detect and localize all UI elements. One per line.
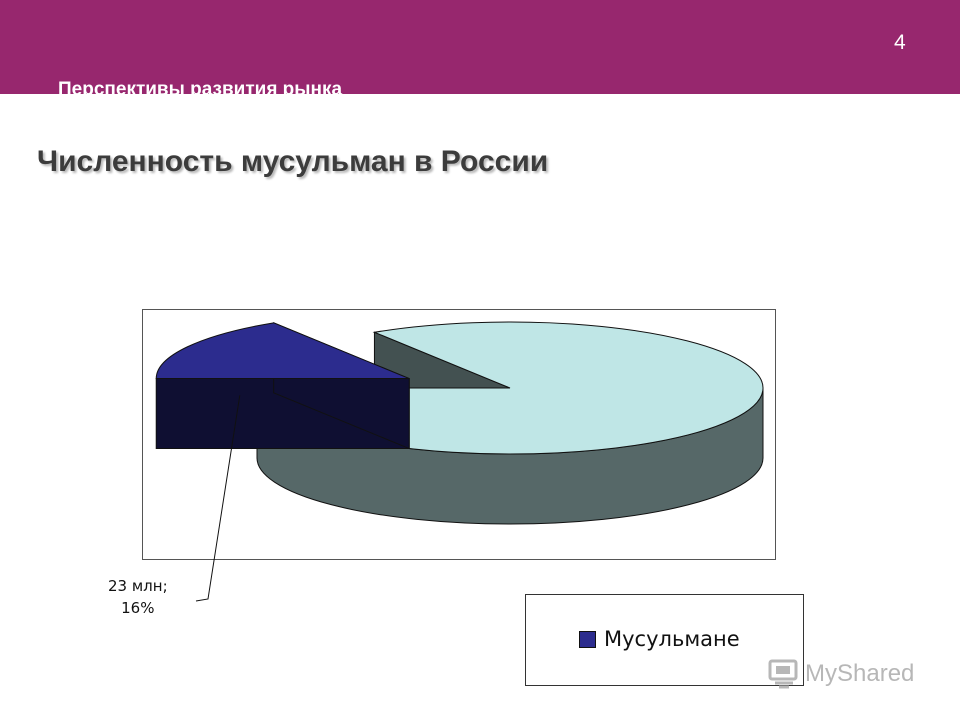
slice-value-label: 23 млн; xyxy=(108,577,168,595)
watermark: MyShared xyxy=(767,656,927,696)
slice-data-label: 23 млн; 16% xyxy=(108,575,168,619)
pie-slice-0-top xyxy=(155,322,410,380)
slide-title: Численность мусульман в России xyxy=(37,145,549,178)
chart-legend: Мусульмане xyxy=(525,594,804,686)
page-number: 4 xyxy=(894,31,906,54)
header-bar: Перспективы развития рынка 4 xyxy=(0,0,960,94)
legend-entry-label: Мусульмане xyxy=(604,627,740,651)
section-title: Перспективы развития рынка xyxy=(58,79,343,94)
slice-percent-label: 16% xyxy=(121,599,155,617)
legend-swatch xyxy=(579,631,596,648)
data-label-leader-line xyxy=(195,395,241,602)
myshared-logo-icon xyxy=(768,659,798,689)
plot-area xyxy=(142,309,776,560)
watermark-text: MyShared xyxy=(805,660,915,687)
